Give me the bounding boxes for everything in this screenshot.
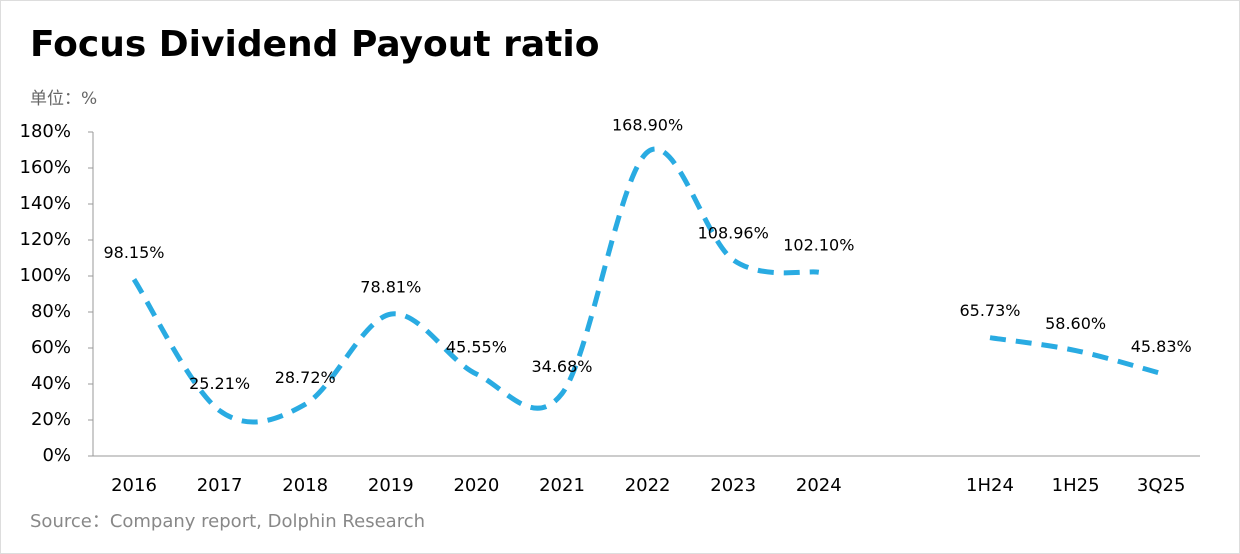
y-tick-label: 60% (31, 337, 71, 358)
y-tick-label: 120% (20, 229, 71, 250)
y-tick-label: 140% (20, 193, 71, 214)
data-label: 65.73% (959, 301, 1020, 320)
data-label: 28.72% (275, 368, 336, 387)
y-tick-label: 100% (20, 265, 71, 286)
y-tick-label: 0% (42, 445, 71, 466)
x-tick-label: 2016 (111, 475, 157, 496)
source: Source：Company report, Dolphin Research (30, 511, 425, 532)
y-tick-label: 80% (31, 301, 71, 322)
data-label: 58.60% (1045, 314, 1106, 333)
line (131, 146, 1162, 425)
x-tick-label: 2022 (625, 475, 671, 496)
y-tick-label: 180% (20, 121, 71, 142)
x-tick-label: 1H25 (1052, 475, 1100, 496)
data-label: 168.90% (612, 115, 683, 134)
y-tick-label: 20% (31, 409, 71, 430)
x-tick-label: 2020 (453, 475, 499, 496)
x-tick-label: 1H24 (966, 475, 1014, 496)
data-label: 78.81% (360, 278, 421, 297)
data-label: 34.68% (531, 357, 592, 376)
data-label: 108.96% (698, 223, 769, 242)
data-label: 25.21% (189, 374, 250, 393)
data-label: 45.55% (446, 338, 507, 357)
x-tick-label: 2018 (282, 475, 328, 496)
x-tick-label: 2017 (197, 475, 243, 496)
x-tick-label: 3Q25 (1137, 475, 1186, 496)
data-label: 102.10% (783, 236, 854, 255)
y-tick-label: 40% (31, 373, 71, 394)
x-tick-label: 2019 (368, 475, 414, 496)
data-label: 45.83% (1131, 337, 1192, 356)
chart-title: Focus Dividend Payout ratio (30, 24, 599, 65)
data-label: 98.15% (103, 243, 164, 262)
x-tick-label: 2023 (710, 475, 756, 496)
x-tick-label: 2024 (796, 475, 842, 496)
chart-subtitle: 单位：% (30, 89, 97, 109)
x-tick-label: 2021 (539, 475, 585, 496)
y-tick-label: 160% (20, 157, 71, 178)
